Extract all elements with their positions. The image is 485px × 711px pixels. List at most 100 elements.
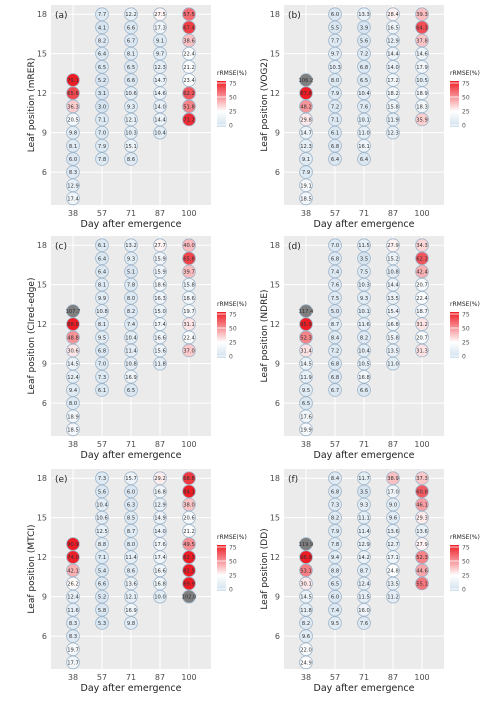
data-label: 14.2 — [358, 555, 370, 561]
y-tick-label: 6 — [42, 632, 47, 641]
colorbar-tick-label: 50 — [462, 95, 470, 102]
data-label: 6.8 — [98, 348, 106, 354]
data-point — [415, 471, 429, 486]
data-label: 9.5 — [98, 335, 106, 341]
data-label: 12.2 — [125, 12, 137, 18]
y-tick-label: 6 — [275, 168, 280, 177]
data-label: 14.7 — [154, 78, 166, 84]
data-label: 14.0 — [154, 529, 166, 535]
data-label: 15.4 — [387, 309, 399, 315]
data-label: 11.0 — [387, 362, 399, 368]
data-label: 49.5 — [183, 542, 195, 548]
data-label: 6.6 — [360, 388, 368, 394]
data-label: 8.1 — [69, 144, 77, 150]
data-label: 17.6 — [154, 542, 166, 548]
data-label: 3.9 — [360, 25, 368, 31]
data-label: 10.6 — [125, 91, 137, 97]
data-label: 12.4 — [358, 581, 370, 587]
data-label: 6.7 — [127, 39, 135, 45]
data-label: 9.8 — [69, 131, 77, 137]
data-label: 53.1 — [300, 568, 312, 574]
data-label: 11.1 — [358, 516, 370, 522]
data-label: 62.2 — [183, 91, 195, 97]
y-tick-label: 18 — [37, 474, 47, 483]
x-tick-label: 38 — [68, 209, 78, 218]
data-label: 84.1 — [183, 489, 195, 495]
data-label: 12.9 — [154, 503, 166, 509]
data-label: 65.6 — [67, 91, 79, 97]
data-label: 13.6 — [125, 581, 137, 587]
x-axis-title: Day after emergence — [81, 219, 182, 230]
colorbar-tick-label: 0 — [229, 354, 233, 361]
data-label: 30.6 — [67, 348, 79, 354]
data-label: 7.9 — [302, 170, 310, 176]
data-label: 11.4 — [125, 555, 137, 561]
data-label: 6.8 — [360, 65, 368, 71]
x-tick-label: 57 — [97, 209, 107, 218]
colorbar-tick-label: 75 — [229, 545, 237, 552]
data-label: 8.2 — [98, 39, 106, 45]
data-label: 16.5 — [387, 25, 399, 31]
data-label: 8.8 — [331, 568, 339, 574]
data-label: 31.3 — [416, 348, 428, 354]
data-label: 7.3 — [98, 476, 106, 482]
data-label: 29.3 — [416, 516, 428, 522]
y-tick-label: 18 — [270, 10, 280, 19]
data-label: 42.1 — [67, 568, 79, 574]
x-tick-label: 38 — [301, 673, 311, 682]
data-label: 14.4 — [154, 117, 166, 123]
data-label: 15.7 — [125, 476, 137, 482]
y-tick-label: 9 — [275, 360, 280, 369]
data-point — [124, 7, 138, 22]
data-label: 17.2 — [387, 78, 399, 84]
data-label: 102.0 — [182, 595, 197, 601]
colorbar-tick-label: 0 — [462, 354, 466, 361]
data-point — [328, 238, 342, 253]
data-label: 11.8 — [300, 608, 312, 614]
data-label: 46.1 — [416, 503, 428, 509]
y-tick-label: 9 — [275, 593, 280, 602]
data-label: 23.4 — [183, 78, 195, 84]
y-tick-label: 9 — [42, 129, 47, 138]
data-label: 7.0 — [98, 131, 106, 137]
x-tick-label: 57 — [330, 673, 340, 682]
data-label: 37.8 — [416, 39, 428, 45]
data-label: 12.1 — [125, 595, 137, 601]
data-point — [299, 537, 313, 551]
colorbar-title: rRMSE(%) — [450, 534, 480, 541]
data-label: 8.2 — [302, 621, 310, 627]
data-label: 15.9 — [154, 256, 166, 262]
data-label: 9.0 — [389, 503, 397, 509]
data-label: 7.4 — [127, 322, 136, 328]
data-label: 55.1 — [416, 581, 428, 587]
y-tick-label: 6 — [275, 632, 280, 641]
data-point — [182, 471, 196, 486]
colorbar-title: rRMSE(%) — [217, 301, 247, 308]
data-label: 6.6 — [98, 581, 106, 587]
data-label: 6.4 — [331, 157, 340, 163]
y-tick-label: 15 — [270, 514, 280, 523]
colorbar — [450, 312, 459, 358]
data-label: 15.2 — [387, 256, 399, 262]
data-label: 28.4 — [387, 12, 399, 18]
data-label: 7.9 — [331, 91, 339, 97]
data-label: 6.5 — [331, 581, 339, 587]
x-tick-label: 38 — [301, 440, 311, 449]
data-label: 3.0 — [98, 104, 106, 110]
data-label: 7.4 — [331, 270, 340, 276]
data-point — [357, 7, 371, 22]
y-tick-label: 15 — [37, 514, 47, 523]
data-label: 6.1 — [98, 243, 106, 249]
data-label: 5.2 — [98, 78, 106, 84]
data-label: 88.6 — [67, 322, 79, 328]
data-point — [386, 471, 400, 486]
colorbar — [450, 81, 459, 127]
data-point — [182, 238, 196, 253]
data-label: 16.0 — [358, 608, 370, 614]
data-label: 6.8 — [331, 362, 339, 368]
data-label: 5.8 — [98, 608, 106, 614]
data-label: 14.5 — [300, 595, 312, 601]
data-label: 52.3 — [416, 555, 428, 561]
data-label: 15.8 — [387, 335, 399, 341]
